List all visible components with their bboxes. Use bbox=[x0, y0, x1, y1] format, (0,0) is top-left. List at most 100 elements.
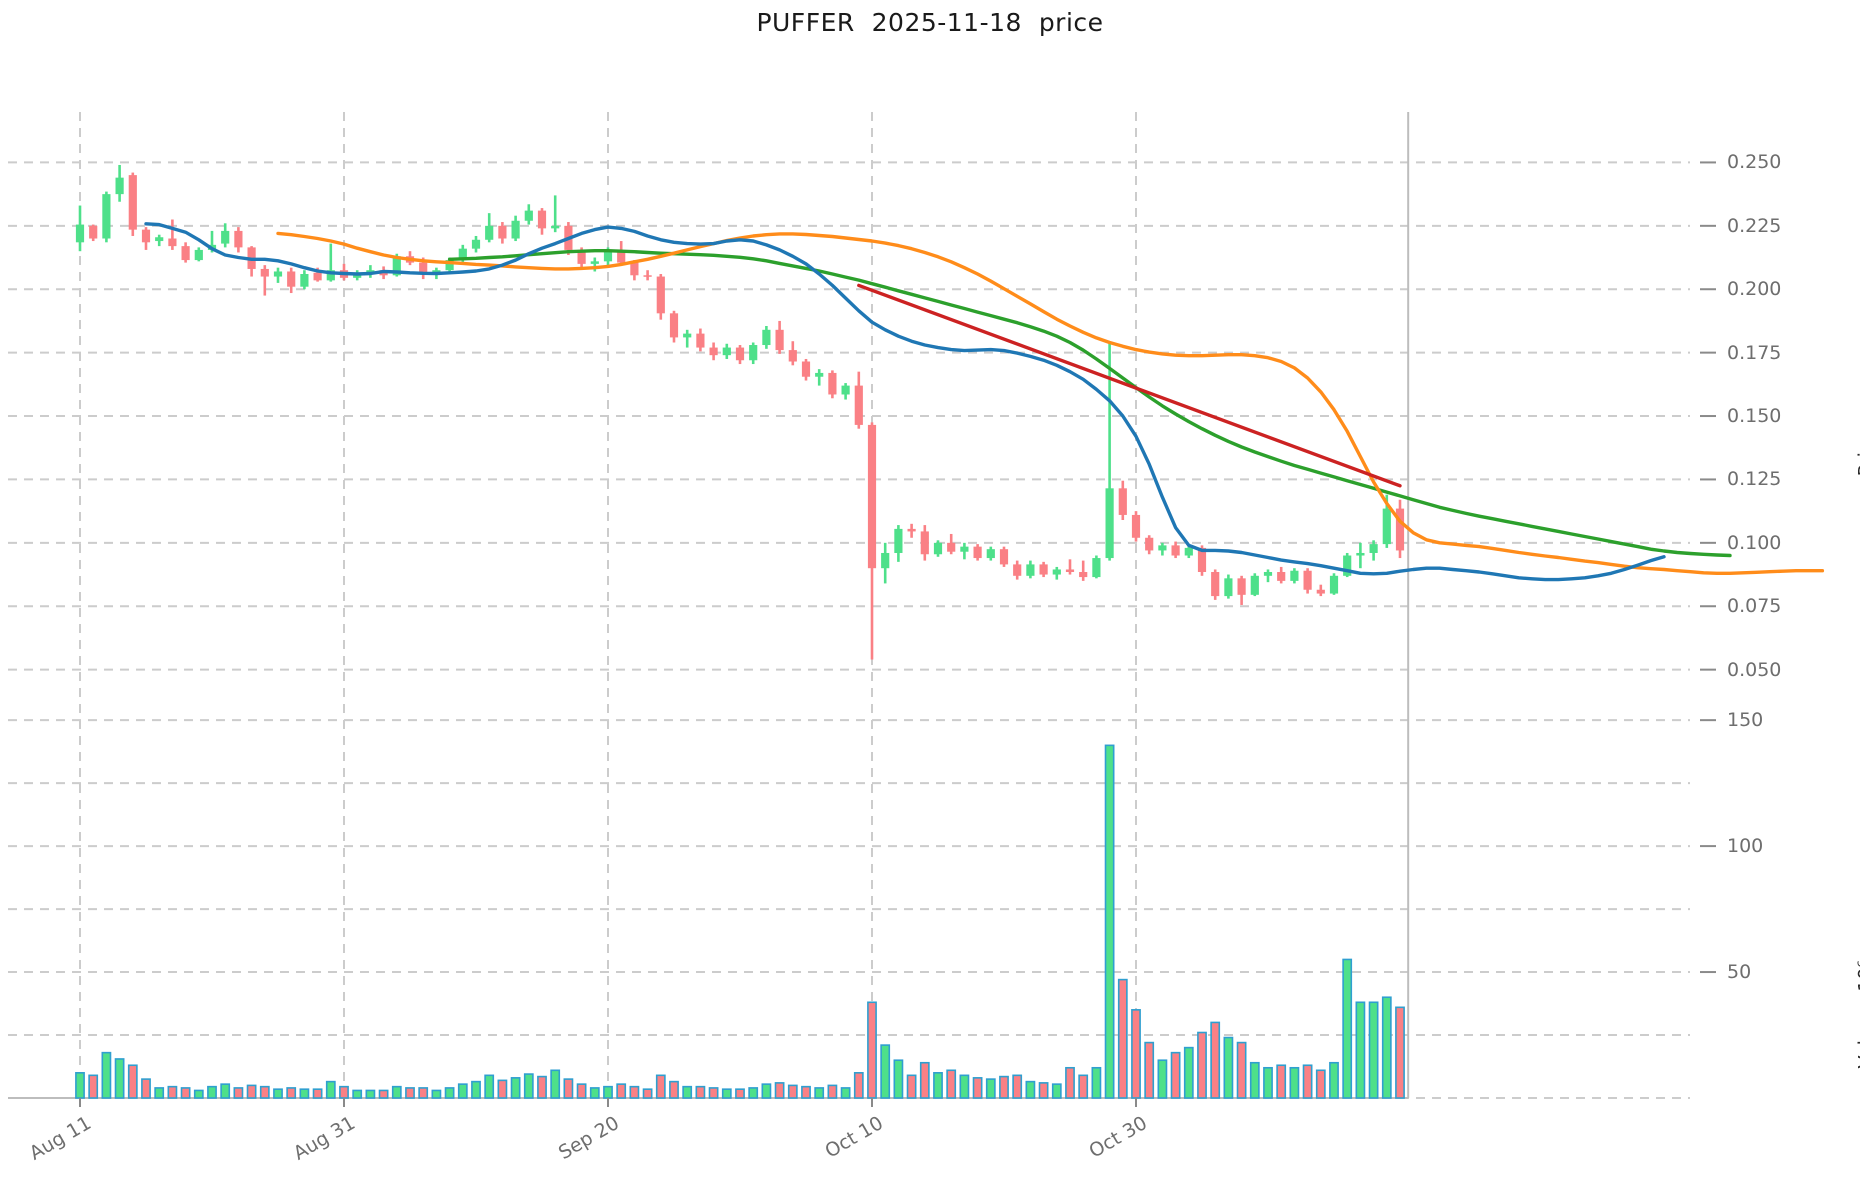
candle-body bbox=[775, 329, 784, 351]
price-tick-label: 0.075 bbox=[1727, 595, 1782, 618]
volume-bar bbox=[1263, 1066, 1273, 1099]
candle-body bbox=[1065, 569, 1075, 573]
volume-bar bbox=[1249, 1061, 1260, 1099]
volume-bar bbox=[629, 1085, 640, 1099]
candle-body bbox=[920, 531, 929, 555]
candle-body bbox=[762, 329, 771, 346]
candle-body bbox=[881, 552, 890, 569]
volume-bar bbox=[1183, 1046, 1194, 1099]
candle-body bbox=[867, 424, 877, 569]
candle-body bbox=[947, 542, 956, 552]
candle-body bbox=[577, 249, 586, 264]
volume-bar bbox=[1157, 1059, 1168, 1099]
price-tick-label: 0.225 bbox=[1727, 214, 1782, 237]
volume-bar bbox=[1329, 1061, 1339, 1099]
volume-bar bbox=[1342, 958, 1353, 1099]
volume-bar bbox=[748, 1087, 759, 1099]
volume-bar bbox=[352, 1089, 363, 1099]
volume-bar bbox=[1038, 1082, 1049, 1099]
page-title: PUFFER 2025-11-18 price bbox=[756, 8, 1104, 37]
volume-bar bbox=[589, 1087, 600, 1099]
volume-bar bbox=[1236, 1041, 1247, 1099]
candle-body bbox=[656, 276, 665, 314]
volume-tick-label: 100 bbox=[1727, 835, 1764, 858]
volume-axis-label: Volume 10⁶ bbox=[1854, 960, 1860, 1069]
volume-bar bbox=[523, 1073, 534, 1099]
volume-bar bbox=[655, 1074, 666, 1099]
candle-body bbox=[1145, 537, 1154, 551]
volume-bar bbox=[88, 1074, 99, 1099]
volume-bar bbox=[259, 1085, 270, 1099]
volume-series bbox=[75, 744, 1405, 1099]
volume-bar bbox=[497, 1079, 508, 1099]
price-tick-label: 0.250 bbox=[1727, 151, 1782, 174]
volume-bar bbox=[814, 1087, 825, 1099]
candle-body bbox=[709, 347, 718, 356]
volume-bar bbox=[101, 1051, 112, 1099]
volume-bar bbox=[1051, 1083, 1062, 1099]
candle-body bbox=[194, 249, 203, 261]
volume-bar bbox=[708, 1087, 719, 1099]
volume-tick-label: 150 bbox=[1727, 709, 1764, 732]
candle-body bbox=[181, 246, 190, 261]
volume-bar bbox=[867, 1001, 877, 1099]
candle-body bbox=[1316, 589, 1325, 594]
candle-body bbox=[485, 225, 494, 240]
volume-bar bbox=[220, 1083, 231, 1099]
candle-body bbox=[735, 347, 745, 361]
volume-bar bbox=[999, 1075, 1009, 1099]
volume-bar bbox=[563, 1078, 574, 1099]
candle-body bbox=[300, 274, 309, 287]
volume-bar bbox=[946, 1069, 957, 1099]
volume-bar bbox=[682, 1085, 693, 1099]
volume-bar bbox=[616, 1083, 627, 1099]
volume-bar bbox=[299, 1088, 310, 1099]
candle-body bbox=[498, 225, 507, 239]
candle-body bbox=[511, 220, 520, 239]
candle-body bbox=[168, 238, 177, 247]
volume-bar bbox=[1223, 1036, 1234, 1099]
price-tick-label: 0.200 bbox=[1727, 278, 1782, 301]
volume-bar bbox=[484, 1074, 495, 1099]
volume-bar bbox=[391, 1085, 402, 1099]
volume-bar bbox=[1355, 1001, 1366, 1099]
candle-body bbox=[1092, 558, 1101, 578]
volume-bar bbox=[1302, 1064, 1313, 1099]
candle-body bbox=[1303, 570, 1312, 590]
volume-bar bbox=[193, 1089, 204, 1099]
candle-body bbox=[722, 347, 731, 356]
volume-bar bbox=[1276, 1064, 1287, 1099]
price-tick-label: 0.175 bbox=[1727, 341, 1782, 364]
candle-body bbox=[115, 177, 124, 195]
volume-bar bbox=[471, 1080, 481, 1099]
volume-bar bbox=[418, 1087, 429, 1099]
volume-bar bbox=[1091, 1066, 1102, 1099]
candle-body bbox=[1382, 508, 1391, 545]
candle-body bbox=[1290, 570, 1299, 581]
volume-bar bbox=[1131, 1009, 1141, 1099]
volume-bar bbox=[75, 1072, 85, 1099]
candle-body bbox=[155, 237, 164, 242]
volume-bar bbox=[721, 1088, 732, 1099]
candle-body bbox=[1250, 575, 1259, 595]
candle-body bbox=[392, 256, 401, 276]
volume-bar bbox=[1065, 1066, 1075, 1099]
candle-body bbox=[617, 251, 626, 263]
candle-body bbox=[1118, 488, 1127, 515]
ma-long-line bbox=[447, 248, 1732, 558]
trend-resistance-line bbox=[857, 283, 1402, 488]
volume-bar bbox=[1025, 1080, 1036, 1099]
candle-body bbox=[313, 272, 322, 281]
candle-body bbox=[102, 194, 111, 239]
volume-bar bbox=[1210, 1021, 1221, 1099]
volume-bar bbox=[154, 1087, 165, 1099]
candle-body bbox=[260, 268, 269, 277]
candle-body bbox=[1079, 572, 1088, 578]
volume-bar bbox=[695, 1085, 706, 1099]
candle-body bbox=[801, 361, 811, 377]
candle-body bbox=[537, 210, 547, 229]
volume-bar bbox=[273, 1088, 283, 1099]
candle-body bbox=[1263, 572, 1273, 576]
volume-bar bbox=[1381, 996, 1392, 1099]
